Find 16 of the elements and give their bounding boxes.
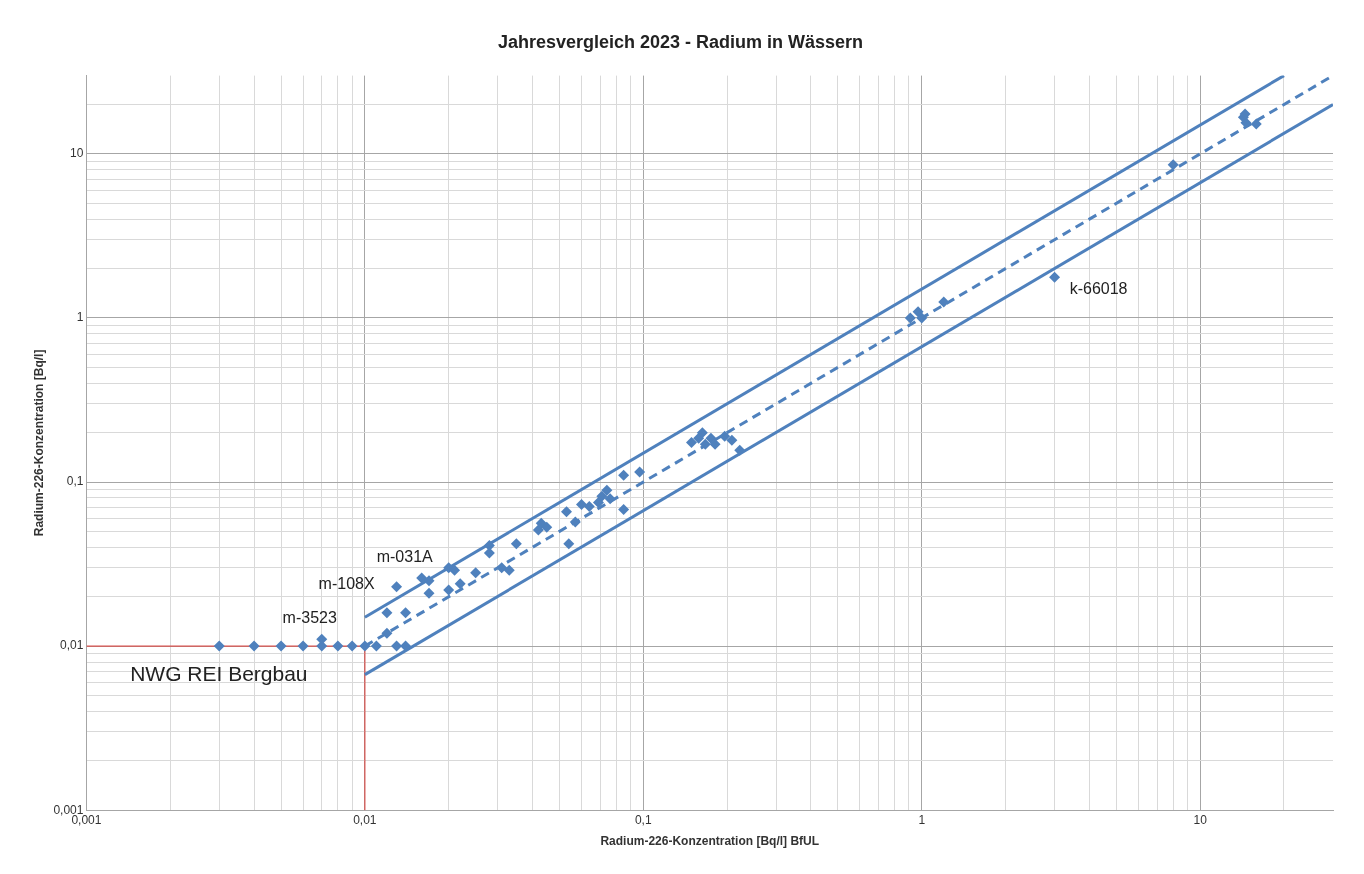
y-tick-label: 10 (70, 146, 84, 161)
y-tick-label: 0,01 (60, 638, 84, 653)
x-tick-label: 0,1 (634, 812, 652, 827)
y-tick-label: 0,1 (66, 474, 84, 489)
x-tick-label: 0,01 (353, 812, 377, 827)
x-tick-label: 1 (918, 812, 926, 827)
x-axis-title: Radium-226-Konzentration [Bq/l] BfUL (600, 834, 820, 849)
chart-title: Jahresvergleich 2023 - Radium in Wässern (497, 31, 864, 52)
annotation: m-3523 (282, 608, 337, 626)
y-tick-label: 1 (76, 310, 84, 325)
y-axis-title: Radium-226-Konzentration [Bq/l] (31, 349, 46, 537)
annotation: m-108X (318, 575, 375, 593)
annotation: NWG REI Bergbau (130, 661, 308, 685)
x-tick-label: 10 (1193, 812, 1208, 827)
annotation: m-031A (376, 548, 434, 566)
annotation: k-66018 (1069, 279, 1128, 297)
